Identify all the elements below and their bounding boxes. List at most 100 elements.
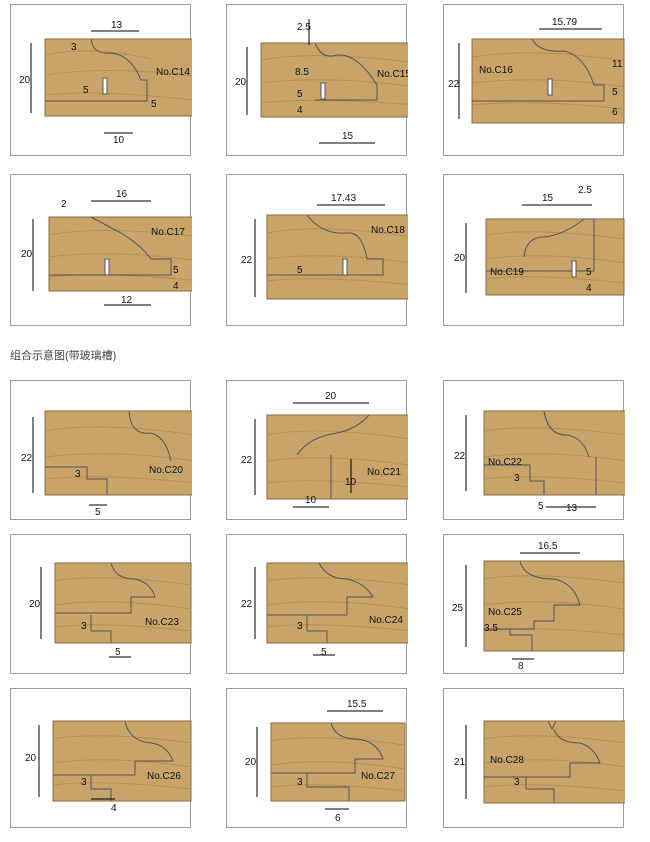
dim-label: 5: [538, 501, 544, 512]
dim-label: 5: [83, 85, 89, 96]
dim-label: 20: [325, 391, 337, 402]
dim-label: 5: [586, 267, 592, 278]
dim-label: 5: [321, 647, 327, 658]
dim-label: 22: [21, 453, 33, 464]
dim-label: 8: [518, 661, 524, 672]
dim-label: 13: [111, 20, 123, 31]
dim-label: 3: [71, 42, 77, 53]
profile-code: No.C18: [371, 225, 405, 236]
profile-diagram: 20 3 4 No.C26: [25, 720, 192, 814]
dim-label: 25: [452, 603, 464, 614]
profile-code: No.C20: [149, 465, 183, 476]
dim-label: 3: [514, 777, 520, 788]
dim-label: 3: [297, 777, 303, 788]
dim-label: 20: [25, 753, 37, 764]
profile-card-c17: 2 16 20 5 4 12 No.C17: [10, 174, 192, 326]
profile-code: No.C28: [490, 755, 524, 766]
profile-diagram: 22 3 5 13 No.C22: [454, 410, 625, 514]
profile-code: No.C24: [369, 615, 403, 626]
profile-card-c26: 20 3 4 No.C26: [10, 688, 192, 828]
profile-card-c16: 15.79 22 11 5 6 No.C16: [443, 4, 625, 156]
dim-label: 22: [241, 599, 253, 610]
profile-card-c20: 22 3 5 No.C20: [10, 380, 192, 520]
dim-label: 6: [612, 107, 618, 118]
profile-diagram: 22 3 5 No.C20: [21, 410, 192, 518]
dim-label: 22: [241, 255, 253, 266]
dim-label: 3.5: [484, 623, 498, 634]
dim-label: 4: [111, 803, 117, 814]
profile-diagram: 17.43 22 5 No.C18: [241, 193, 408, 300]
dim-label: 11: [612, 59, 623, 70]
profile-diagram: 2 16 20 5 4 12 No.C17: [21, 189, 192, 306]
profile-diagram: 21 3 No.C28: [454, 720, 625, 804]
dim-label: 2: [61, 199, 67, 210]
profile-card-c24: 22 3 5 No.C24: [226, 534, 408, 674]
dim-label: 8.5: [295, 67, 309, 78]
profile-code: No.C25: [488, 607, 522, 618]
dim-label: 3: [75, 469, 81, 480]
dim-label: 22: [448, 79, 460, 90]
profile-card-c27: 15.5 20 3 6 No.C27: [226, 688, 407, 828]
profile-diagram: 22 3 5 No.C24: [241, 562, 408, 658]
dim-label: 3: [514, 473, 520, 484]
profile-diagram: 15.79 22 11 5 6 No.C16: [448, 17, 625, 124]
profile-card-c19: 15 2.5 20 5 4 No.C19: [443, 174, 625, 326]
dim-label: 6: [335, 813, 341, 824]
dim-label: 20: [29, 599, 41, 610]
profile-code: No.C22: [488, 457, 522, 468]
dim-label: 20: [454, 253, 466, 264]
profile-code: No.C19: [490, 267, 524, 278]
profile-diagram: 20 22 10 10 No.C21: [241, 391, 408, 508]
dim-label: 2.5: [578, 185, 592, 196]
profile-diagram: 13 3 20 5 5 10 No.C14: [19, 20, 192, 146]
dim-label: 5: [297, 265, 303, 276]
dim-label: 2.5: [297, 22, 311, 33]
dim-label: 20: [235, 77, 247, 88]
dim-label: 3: [81, 621, 87, 632]
profile-card-c22: 22 3 5 13 No.C22: [443, 380, 625, 520]
profile-code: No.C27: [361, 771, 395, 782]
profile-code: No.C23: [145, 617, 179, 628]
dim-label: 13: [566, 503, 578, 514]
dim-label: 22: [241, 455, 253, 466]
dim-label: 10: [345, 477, 357, 488]
dim-label: 21: [454, 757, 466, 768]
dim-label: 4: [173, 281, 179, 292]
profile-code: No.C15: [377, 69, 408, 80]
profile-card-c15: 2.5 8.5 5 4 20 15 No.C15: [226, 4, 408, 156]
dim-label: 20: [19, 75, 31, 86]
dim-label: 3: [81, 777, 87, 788]
profile-diagram: 15 2.5 20 5 4 No.C19: [454, 185, 625, 296]
profile-card-c14: 13 3 20 5 5 10 No.C14: [10, 4, 192, 156]
profile-diagram: 15.5 20 3 6 No.C27: [245, 699, 406, 824]
profile-code: No.C17: [151, 227, 185, 238]
profile-card-c25: 16.5 25 3.5 8 No.C25: [443, 534, 625, 674]
dim-label: 5: [151, 99, 157, 110]
dim-label: 15: [342, 131, 354, 142]
dim-label: 5: [95, 507, 101, 518]
dim-label: 15.5: [347, 699, 367, 710]
dim-label: 3: [297, 621, 303, 632]
profile-card-c28: 21 3 No.C28: [443, 688, 625, 828]
dim-label: 16: [116, 189, 128, 200]
profile-code: No.C14: [156, 67, 190, 78]
dim-label: 20: [21, 249, 33, 260]
profile-diagram: 2.5 8.5 5 4 20 15 No.C15: [235, 19, 408, 144]
dim-label: 5: [297, 89, 303, 100]
profile-diagram: 20 3 5 No.C23: [29, 562, 192, 658]
dim-label: 10: [305, 495, 317, 506]
dim-label: 20: [245, 757, 257, 768]
dim-label: 10: [113, 135, 125, 146]
dim-label: 16.5: [538, 541, 558, 552]
dim-label: 4: [586, 283, 592, 294]
dim-label: 5: [115, 647, 121, 658]
dim-label: 5: [612, 87, 618, 98]
dim-label: 22: [454, 451, 466, 462]
dim-label: 12: [121, 295, 133, 306]
dim-label: 5: [173, 265, 179, 276]
profile-card-c23: 20 3 5 No.C23: [10, 534, 192, 674]
profile-code: No.C16: [479, 65, 513, 76]
section-title: 组合示意图(带玻璃槽): [10, 350, 117, 362]
profile-code: No.C26: [147, 771, 181, 782]
profile-card-c21: 20 22 10 10 No.C21: [226, 380, 408, 520]
